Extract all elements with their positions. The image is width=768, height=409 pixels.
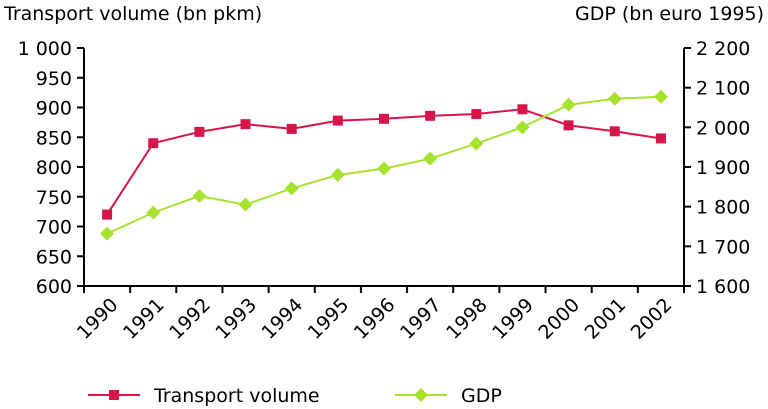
left-tick-label: 850 [36,127,72,149]
right-tick-label: 2 100 [696,78,750,100]
data-point-diamond [561,97,576,112]
x-tick-label: 1991 [119,294,169,344]
x-tick-label: 1998 [442,294,492,344]
left-tick-label: 1 000 [18,38,72,60]
data-point-square [332,115,343,126]
data-point-diamond [192,188,207,203]
x-tick-label: 2000 [534,294,584,344]
right-tick-label: 2 200 [696,38,750,60]
x-tick-label: 1999 [488,294,538,344]
legend-label: GDP [461,385,502,407]
right-tick-label: 2 000 [696,117,750,139]
right-tick-label: 1 900 [696,157,750,179]
data-point-square [379,113,389,124]
x-tick-label: 2001 [581,294,631,344]
legend-marker-diamond [414,388,428,402]
left-axis-ticks: 600 650 700 750 800 850 900 950 1 000 [18,38,84,298]
right-tick-label: 1 800 [696,197,750,219]
left-tick-label: 900 [36,98,72,120]
x-tick-label: 1995 [304,294,354,344]
series-layer [100,89,668,241]
data-point-diamond [284,181,299,196]
right-axis-ticks: 1 600 1 700 1 800 1 900 2 000 2 100 2 200 [684,38,750,298]
data-point-square [563,120,574,131]
x-tick-label: 1994 [257,294,307,344]
data-point-square [148,138,159,149]
data-point-diamond [653,89,668,104]
left-tick-label: 950 [36,68,72,90]
data-point-square [655,133,666,144]
legend-label: Transport volume [153,385,320,407]
x-tick-label: 1990 [73,294,123,344]
right-axis-title: GDP (bn euro 1995) [575,3,764,25]
data-point-square [240,119,251,130]
legend: Transport volume GDP [88,385,502,407]
data-point-diamond [146,205,161,220]
left-tick-label: 650 [36,246,72,268]
right-tick-label: 1 600 [696,276,750,298]
data-point-diamond [607,91,622,106]
data-point-square [517,104,528,115]
x-tick-label: 1993 [211,294,261,344]
legend-marker-square [109,390,119,400]
data-point-square [471,109,482,120]
x-axis-ticks: 1990199119921993199419951996199719981999… [73,286,685,344]
data-point-diamond [377,161,391,176]
data-point-diamond [423,151,438,166]
data-point-square [194,126,205,137]
data-point-square [102,209,113,220]
data-point-diamond [330,167,345,182]
data-point-diamond [100,226,115,241]
data-point-square [609,126,620,137]
data-point-square [286,123,297,134]
data-point-diamond [515,120,530,135]
x-tick-label: 1992 [165,294,215,344]
left-tick-label: 700 [36,217,72,239]
left-axis-title: Transport volume (bn pkm) [3,3,262,25]
data-point-diamond [238,197,253,212]
data-point-diamond [469,136,484,151]
left-tick-label: 750 [36,187,72,209]
x-tick-label: 2002 [627,294,677,344]
x-tick-label: 1997 [396,294,446,344]
x-tick-label: 1996 [350,294,400,344]
left-tick-label: 800 [36,157,72,179]
data-point-square [425,110,436,121]
right-tick-label: 1 700 [696,236,750,258]
left-tick-label: 600 [36,276,72,298]
